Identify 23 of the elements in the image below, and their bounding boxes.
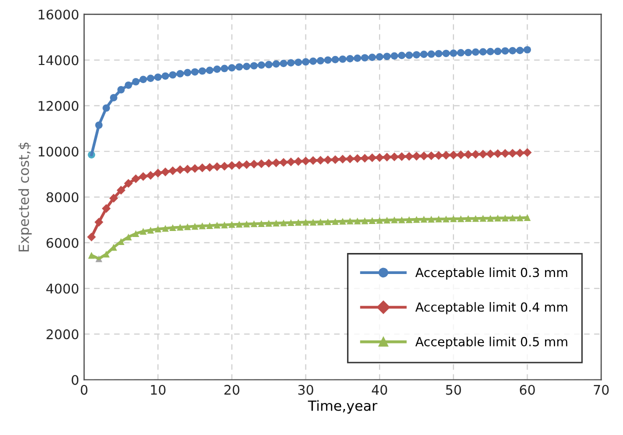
y-tick-label: 2000 xyxy=(46,329,78,340)
y-tick-label: 12000 xyxy=(38,100,78,111)
x-tick-label: 60 xyxy=(520,384,535,395)
y-tick-label: 4000 xyxy=(46,284,78,294)
y-tick-label: 10000 xyxy=(38,146,78,157)
x-tick-label: 20 xyxy=(224,384,240,395)
y-tick-label: 16000 xyxy=(38,10,78,20)
y-tick-label: 6000 xyxy=(46,238,78,248)
legend-label: Acceptable limit 0.4 mm xyxy=(415,302,568,314)
x-tick-label: 50 xyxy=(446,384,461,395)
x-tick-label: 40 xyxy=(372,384,388,395)
y-tick-label: 14000 xyxy=(38,55,78,66)
y-tick-label: 0 xyxy=(72,374,78,385)
y-axis-title: Expected cost,$ xyxy=(18,142,32,252)
x-axis-title: Time,year xyxy=(308,400,378,414)
legend-label: Acceptable limit 0.3 mm xyxy=(415,268,568,280)
x-tick-label: 30 xyxy=(298,384,314,395)
line-series xyxy=(88,214,531,262)
x-tick-label: 10 xyxy=(151,384,166,395)
legend-label: Acceptable limit 0.5 mm xyxy=(415,336,568,349)
x-tick-label: 70 xyxy=(594,384,609,395)
x-tick-label: 0 xyxy=(80,384,88,395)
y-tick-label: 8000 xyxy=(46,192,78,202)
